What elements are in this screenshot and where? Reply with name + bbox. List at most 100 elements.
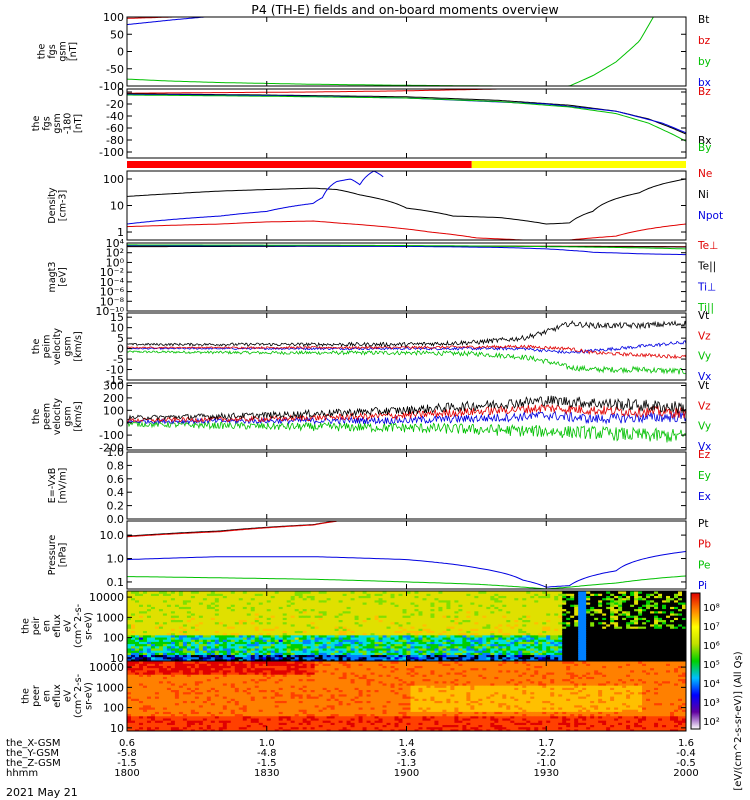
spec-cell [298, 621, 304, 625]
spec-cell [282, 645, 288, 649]
spec-cell [274, 641, 280, 645]
spec-cell [410, 608, 416, 612]
spec-cell [614, 593, 619, 596]
spec-cell [278, 647, 284, 651]
spec-cell [534, 647, 539, 651]
spec-cell [134, 720, 140, 723]
spec-cell [538, 656, 543, 660]
spec-cell [666, 591, 671, 594]
spec-cell [446, 621, 452, 625]
spec-cell [142, 720, 148, 723]
ytick-label: 200 [103, 392, 124, 405]
spec-cell [230, 599, 236, 603]
spec-cell [130, 724, 136, 728]
spec-cell [430, 652, 436, 656]
spec-cell [194, 621, 200, 625]
spec-cell [242, 641, 248, 645]
spec-cell [570, 601, 575, 605]
spec-cell [506, 636, 511, 640]
spec-cell [566, 643, 571, 647]
spec-cell [634, 652, 639, 656]
spec-cell [202, 593, 208, 596]
spec-cell [662, 654, 667, 658]
spec-cell [634, 601, 639, 605]
spec-cell [490, 615, 495, 618]
spec-cell [246, 639, 252, 642]
spec-cell [274, 645, 280, 649]
spec-cell [198, 654, 204, 658]
spec-cell [190, 617, 196, 621]
spec-cell [214, 604, 220, 607]
spec-cell [250, 634, 256, 638]
spec-cell [406, 628, 412, 631]
spec-cell [594, 591, 599, 594]
spec-cell [642, 623, 647, 627]
spec-cell [470, 621, 475, 625]
spec-cell [162, 617, 168, 621]
spec-cell [410, 597, 416, 601]
spec-cell [642, 626, 647, 629]
spec-cell [502, 628, 507, 631]
spec-cell [454, 621, 460, 625]
ytick-label: 100 [103, 632, 124, 645]
spec-cell [186, 641, 192, 645]
spec-cell [210, 595, 216, 599]
spec-cell [470, 599, 475, 603]
spec-cell [518, 636, 523, 640]
spec-cell [134, 711, 140, 715]
spec-cell [174, 610, 180, 614]
spec-cell [458, 597, 463, 601]
spec-cell [334, 656, 340, 660]
spec-cell [474, 615, 479, 618]
spec-cell [550, 606, 555, 610]
spec-cell [682, 632, 686, 636]
spec-cell [222, 643, 228, 647]
spec-cell [518, 650, 523, 653]
panel-ylabel: [eV] [57, 267, 68, 287]
spec-cell [246, 599, 252, 603]
spec-cell [458, 645, 463, 649]
spec-cell [506, 623, 511, 627]
spec-cell [354, 604, 360, 607]
spec-cell [138, 665, 144, 669]
spec-cell [498, 650, 503, 653]
spec-cell [594, 612, 599, 616]
spec-cell [642, 658, 647, 661]
spec-cell [554, 623, 559, 627]
spec-cell [586, 610, 591, 614]
spec-cell [414, 591, 420, 594]
spec-cell [582, 597, 587, 601]
spec-cell [494, 645, 499, 649]
spec-cell [662, 595, 667, 599]
spec-cell [310, 641, 316, 645]
spec-cell [310, 652, 316, 656]
spec-cell [398, 604, 404, 607]
spec-cell [362, 650, 368, 653]
spec-cell [466, 601, 471, 605]
spec-cell [274, 626, 280, 629]
spec-cell [642, 597, 647, 601]
spec-cell [222, 650, 228, 653]
spec-cell [402, 641, 408, 645]
spec-cell [530, 636, 535, 640]
spec-cell [130, 665, 136, 669]
spec-cell [662, 597, 667, 601]
spec-cell [326, 641, 332, 645]
spec-cell [150, 643, 156, 647]
spec-cell [418, 636, 424, 640]
spec-cell [662, 658, 667, 661]
spec-cell [326, 599, 332, 603]
spec-cell [218, 654, 224, 658]
spec-cell [426, 645, 432, 649]
spec-cell [426, 656, 432, 660]
spec-cell [266, 604, 272, 607]
spec-cell [438, 623, 444, 627]
spec-cell [142, 652, 148, 656]
spec-cell [378, 652, 384, 656]
spec-cell [574, 639, 579, 642]
spec-cell [470, 628, 475, 631]
spec-cell [434, 593, 440, 596]
spec-cell [322, 619, 328, 623]
spec-cell [190, 623, 196, 627]
spec-cell [438, 643, 444, 647]
